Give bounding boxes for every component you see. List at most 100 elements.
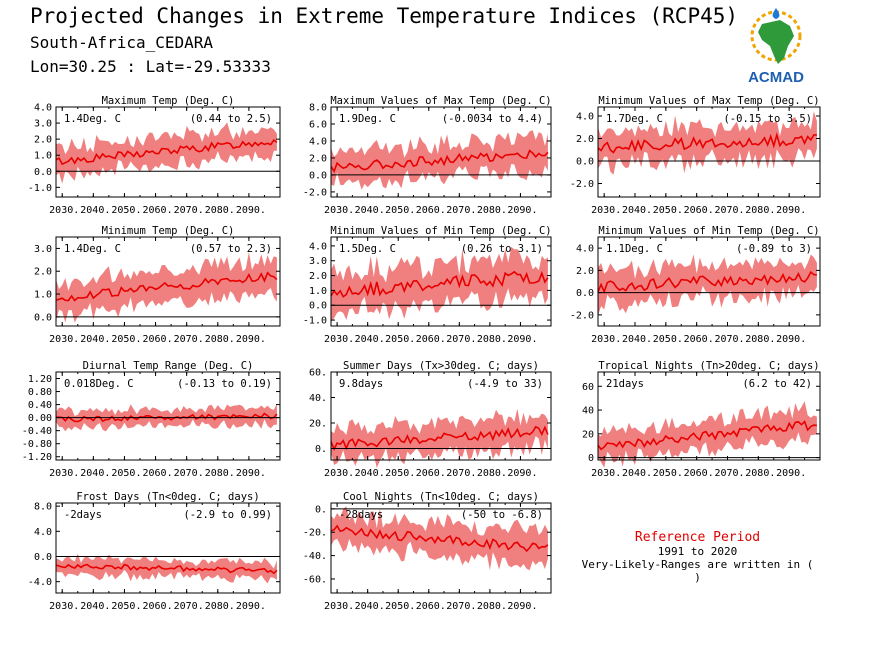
x-tick-label: 2050.	[111, 601, 141, 612]
chart-tr: 2030. 2040. 2050. 2060. 2070. 2080. 2090. 60 40 2…	[582, 360, 821, 479]
value-label: 1.7Deg. C	[606, 113, 663, 125]
x-tick-label: 2070.	[446, 468, 476, 479]
uncertainty-band	[56, 251, 277, 323]
x-tick-label: 2080.	[205, 205, 235, 216]
x-tick-label: 2080.	[477, 468, 507, 479]
y-tick-label: 2.0	[34, 135, 52, 146]
chart-fd: 2030. 2040. 2050. 2060. 2070. 2080. 2090. 8.0 4.…	[28, 491, 281, 612]
y-tick-label: -60.	[303, 574, 327, 585]
median-line	[55, 138, 278, 166]
x-tick-label: 2050.	[385, 334, 415, 345]
x-tick-label: 2070.	[446, 334, 476, 345]
median-line	[55, 563, 278, 575]
x-tick-label: 2030.	[324, 601, 354, 612]
x-tick-label: 2070.	[174, 601, 204, 612]
x-tick-label: 2060.	[143, 205, 173, 216]
x-tick-label: 2060.	[143, 334, 173, 345]
range-label: (-0.13 to 0.19)	[177, 378, 272, 390]
logo-text: ACMAD	[748, 69, 804, 86]
x-tick-label: 2090.	[236, 334, 266, 345]
median-line	[330, 149, 549, 173]
y-tick-label: 1.0	[34, 151, 52, 162]
y-tick-label: 4.0	[309, 241, 327, 252]
y-tick-label: 4.0	[576, 112, 594, 123]
x-tick-label: 2070.	[174, 468, 204, 479]
x-tick-label: 2060.	[416, 601, 446, 612]
median-line	[597, 420, 817, 451]
median-line	[330, 425, 549, 452]
x-tick-label: 2040.	[80, 334, 110, 345]
x-tick-label: 2090.	[507, 334, 537, 345]
range-label: (-0.0034 to 4.4)	[442, 113, 543, 125]
y-tick-label: -20.	[303, 528, 327, 539]
y-tick-label: -2.0	[570, 310, 594, 321]
x-tick-label: 2060.	[416, 205, 446, 216]
x-tick-label: 2050.	[653, 468, 683, 479]
y-tick-label: -40.	[303, 551, 327, 562]
range-label: (0.44 to 2.5)	[190, 113, 272, 125]
value-label: 9.8days	[339, 378, 383, 390]
chart-title: Minimum Temp (Deg. C)	[102, 225, 235, 237]
y-tick-label: 20	[582, 429, 594, 440]
x-tick-label: 2060.	[416, 334, 446, 345]
chart-title: Tropical Nights (Tn>20deg. C; days)	[598, 360, 819, 372]
x-tick-label: 2030.	[49, 468, 79, 479]
x-tick-label: 2040.	[355, 601, 385, 612]
coordinates: Lon=30.25 : Lat=-29.53333	[30, 57, 271, 76]
chart-title: Minimum Values of Min Temp (Deg. C)	[598, 225, 819, 237]
x-tick-label: 2060.	[684, 334, 714, 345]
x-tick-label: 2060.	[143, 468, 173, 479]
y-tick-label: 1.0	[34, 290, 52, 301]
median-line	[597, 131, 817, 154]
range-label: (-2.9 to 0.99)	[183, 509, 272, 521]
reference-title: Reference Period	[634, 530, 761, 545]
y-tick-label: 1.20	[28, 374, 52, 385]
y-tick-label: -1.20	[22, 452, 52, 463]
chart-title: Minimum Values of Min Temp (Deg. C)	[330, 225, 551, 237]
x-tick-label: 2070.	[174, 334, 204, 345]
chart-cn: 2030. 2040. 2050. 2060. 2070. 2080. 2090. 0. -20…	[303, 491, 552, 612]
chart-dtr: 2030. 2040. 2050. 2060. 2070. 2080. 2090. 1.20 0…	[22, 360, 281, 479]
y-tick-label: -1.0	[303, 316, 327, 327]
uncertainty-band	[598, 254, 817, 316]
y-tick-label: 0.80	[28, 387, 52, 398]
plot-frame	[330, 502, 552, 594]
value-label: -2days	[64, 509, 102, 521]
plot-frame	[55, 371, 281, 461]
x-tick-label: 2090.	[236, 601, 266, 612]
y-tick-label: -1.0	[28, 183, 52, 194]
x-tick-label: 2080.	[477, 334, 507, 345]
x-tick-label: 2030.	[49, 205, 79, 216]
x-tick-label: 2030.	[324, 468, 354, 479]
x-tick-label: 2080.	[745, 468, 775, 479]
x-tick-label: 2040.	[622, 468, 652, 479]
page-title: Projected Changes in Extreme Temperature…	[30, 4, 739, 28]
y-tick-label: 3.0	[34, 119, 52, 130]
y-tick-label: 40	[582, 406, 594, 417]
x-tick-label: 2030.	[324, 334, 354, 345]
reference-note: Very-Likely-Ranges are written in ( )	[581, 558, 814, 584]
y-tick-label: 2.0	[576, 134, 594, 145]
y-tick-label: 20.	[309, 419, 327, 430]
location-name: South-Africa_CEDARA	[30, 33, 214, 52]
x-tick-label: 2070.	[714, 334, 744, 345]
x-tick-label: 2070.	[714, 205, 744, 216]
reference-box: Reference Period 1991 to 2020 Very-Likel…	[580, 530, 815, 584]
range-label: (6.2 to 42)	[742, 378, 812, 390]
y-tick-label: 3.0	[309, 256, 327, 267]
x-tick-label: 2040.	[80, 468, 110, 479]
range-label: (0.57 to 2.3)	[190, 243, 272, 255]
chart-title: Summer Days (Tx>30deg. C; days)	[343, 360, 539, 372]
x-tick-label: 2060.	[684, 205, 714, 216]
chart-txn: 2030. 2040. 2050. 2060. 2070. 2080. 2090. 4.0 2.…	[570, 95, 821, 216]
y-tick-label: 4.0	[309, 136, 327, 147]
chart-su: 2030. 2040. 2050. 2060. 2070. 2080. 2090. 60. 40…	[309, 360, 552, 479]
x-tick-label: 2050.	[111, 468, 141, 479]
x-tick-label: 2090.	[776, 205, 806, 216]
x-tick-label: 2080.	[745, 205, 775, 216]
median-line	[330, 270, 549, 298]
chart-title: Cool Nights (Tn<10deg. C; days)	[343, 491, 539, 503]
uncertainty-band	[598, 111, 817, 175]
x-tick-label: 2050.	[385, 468, 415, 479]
range-label: (-0.15 to 3.5)	[723, 113, 812, 125]
